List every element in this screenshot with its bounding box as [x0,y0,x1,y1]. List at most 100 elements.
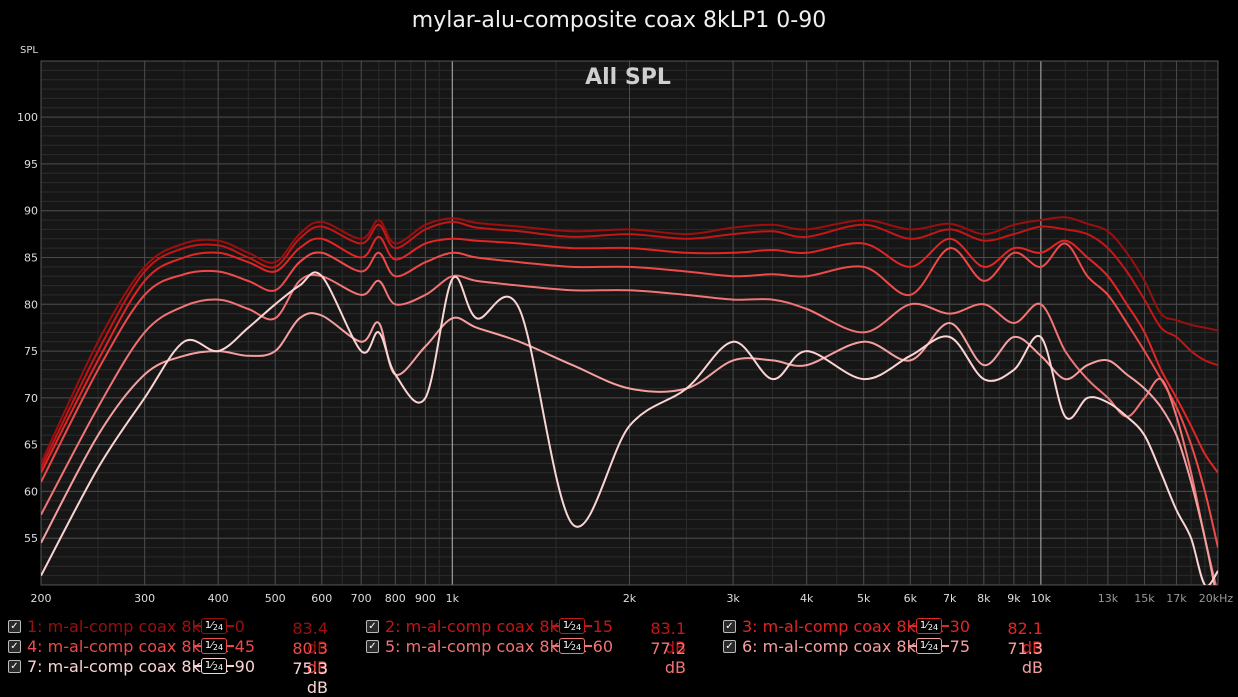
legend-db-value: 80.3 dB [292,639,328,677]
y-tick-label: 65 [24,439,38,452]
y-tick-label: 75 [24,345,38,358]
smoothing-numerator: 1 [919,620,927,631]
x-tick-label: 300 [134,592,155,605]
smoothing-selector[interactable]: 1⁄24 [194,618,274,634]
legend-db-value: 83.4 dB [292,619,328,657]
y-tick-label: 95 [24,158,38,171]
x-tick-label: 1k [446,592,460,605]
smoothing-fraction: 1⁄24 [201,618,227,634]
smoothing-selector[interactable]: 1⁄24 [909,618,989,634]
smoothing-fraction: 1⁄24 [201,658,227,674]
legend-db-value: 71.3 dB [1007,639,1043,677]
smoothing-denominator: 24 [212,643,224,652]
smoothing-slash: ⁄ [926,620,928,631]
plot-frame [40,60,1219,586]
legend-checkbox[interactable]: ✓ [723,639,736,653]
x-tick-label: 9k [1007,592,1021,605]
legend-checkbox[interactable]: ✓ [8,639,21,653]
legend-db-value: 75.3 dB [292,659,328,697]
smoothing-denominator: 24 [212,623,224,632]
x-tick-label: 7k [943,592,957,605]
smoothing-fraction: 1⁄24 [559,618,585,634]
smoothing-slash: ⁄ [569,620,571,631]
y-tick-label: 100 [17,111,38,124]
smoothing-slash: ⁄ [211,660,213,671]
y-tick-labels: 55 60 65 70 75 80 85 90 95 100 [17,111,38,545]
series-line-2 [41,220,1218,469]
x-tick-label: 400 [208,592,229,605]
legend-label: 5: m-al-comp coax 8kLP1 60 [385,636,614,656]
legend-item: ✓ 3: m-al-comp coax 8kLP1 30 1⁄24 82.1 dB [723,616,1073,657]
legend-db-value: 83.1 dB [650,619,686,657]
smoothing-fraction: 1⁄24 [916,618,942,634]
smoothing-denominator: 24 [570,643,582,652]
y-tick-label: 70 [24,392,38,405]
x-tick-label: 8k [977,592,991,605]
chart-title: All SPL [585,65,671,90]
x-tick-label: 13k [1098,592,1119,605]
smoothing-fraction: 1⁄24 [916,638,942,654]
y-tick-label: 55 [24,532,38,545]
smoothing-fraction: 1⁄24 [559,638,585,654]
spl-chart[interactable]: 55 60 65 70 75 80 85 90 95 100 200 300 400 500 600 700… [0,0,1238,612]
x-tick-label: 20kHz [1199,592,1234,605]
legend-checkbox[interactable]: ✓ [366,619,379,633]
legend-db-value: 82.1 dB [1007,619,1043,657]
x-tick-label: 10k [1031,592,1052,605]
smoothing-selector[interactable]: 1⁄24 [909,638,989,654]
x-tick-label: 6k [904,592,918,605]
smoothing-denominator: 24 [927,623,939,632]
smoothing-slash: ⁄ [569,640,571,651]
y-axis-label: SPL [20,45,38,56]
legend-label: 3: m-al-comp coax 8kLP1 30 [742,616,971,636]
window-title: mylar-alu-composite coax 8kLP1 0-90 [411,8,827,33]
series-line-1 [41,216,1218,464]
x-tick-label: 4k [800,592,814,605]
smoothing-selector[interactable]: 1⁄24 [194,658,274,674]
x-tick-label: 200 [31,592,52,605]
y-tick-label: 90 [24,205,38,218]
smoothing-selector[interactable]: 1⁄24 [552,638,632,654]
y-tick-label: 80 [24,298,38,311]
x-tick-label: 800 [385,592,406,605]
legend-item: ✓ 7: m-al-comp coax 8kLP1 90 1⁄24 75.3 dB [8,656,358,697]
series-line-4 [41,242,1218,548]
legend-checkbox[interactable]: ✓ [366,639,379,653]
smoothing-numerator: 1 [204,620,212,631]
legend-item: ✓ 6: m-al-comp coax 8kLP1 75 1⁄24 71.3 dB [723,636,1073,677]
y-tick-label: 85 [24,252,38,265]
smoothing-numerator: 1 [204,660,212,671]
smoothing-slash: ⁄ [926,640,928,651]
series-lines [41,216,1218,585]
legend-checkbox[interactable]: ✓ [723,619,736,633]
series-line-5 [41,273,1217,585]
legend-item: ✓ 1: m-al-comp coax 8kLP1 0 1⁄24 83.4 dB [8,616,358,657]
series-line-3 [41,235,1218,474]
legend-label: 7: m-al-comp coax 8kLP1 90 [27,656,256,676]
smoothing-denominator: 24 [570,623,582,632]
smoothing-numerator: 1 [204,640,212,651]
legend-item: ✓ 2: m-al-comp coax 8kLP1 15 1⁄24 83.1 dB [366,616,716,657]
x-tick-label: 700 [351,592,372,605]
x-tick-label: 2k [623,592,637,605]
series-line-6 [41,312,1216,585]
smoothing-fraction: 1⁄24 [201,638,227,654]
smoothing-numerator: 1 [562,640,570,651]
x-tick-label: 500 [265,592,286,605]
legend-label: 1: m-al-comp coax 8kLP1 0 [27,616,245,636]
x-tick-label: 5k [857,592,871,605]
legend-checkbox[interactable]: ✓ [8,659,21,673]
legend-checkbox[interactable]: ✓ [8,619,21,633]
legend-item: ✓ 5: m-al-comp coax 8kLP1 60 1⁄24 77.2 dB [366,636,716,677]
smoothing-slash: ⁄ [211,620,213,631]
smoothing-numerator: 1 [919,640,927,651]
smoothing-selector[interactable]: 1⁄24 [552,618,632,634]
x-tick-label: 600 [311,592,332,605]
major-grid [40,60,1219,586]
smoothing-selector[interactable]: 1⁄24 [194,638,274,654]
series-line-7 [41,271,1218,585]
legend-label: 2: m-al-comp coax 8kLP1 15 [385,616,614,636]
smoothing-slash: ⁄ [211,640,213,651]
legend-db-value: 77.2 dB [650,639,686,677]
x-tick-label: 15k [1134,592,1155,605]
